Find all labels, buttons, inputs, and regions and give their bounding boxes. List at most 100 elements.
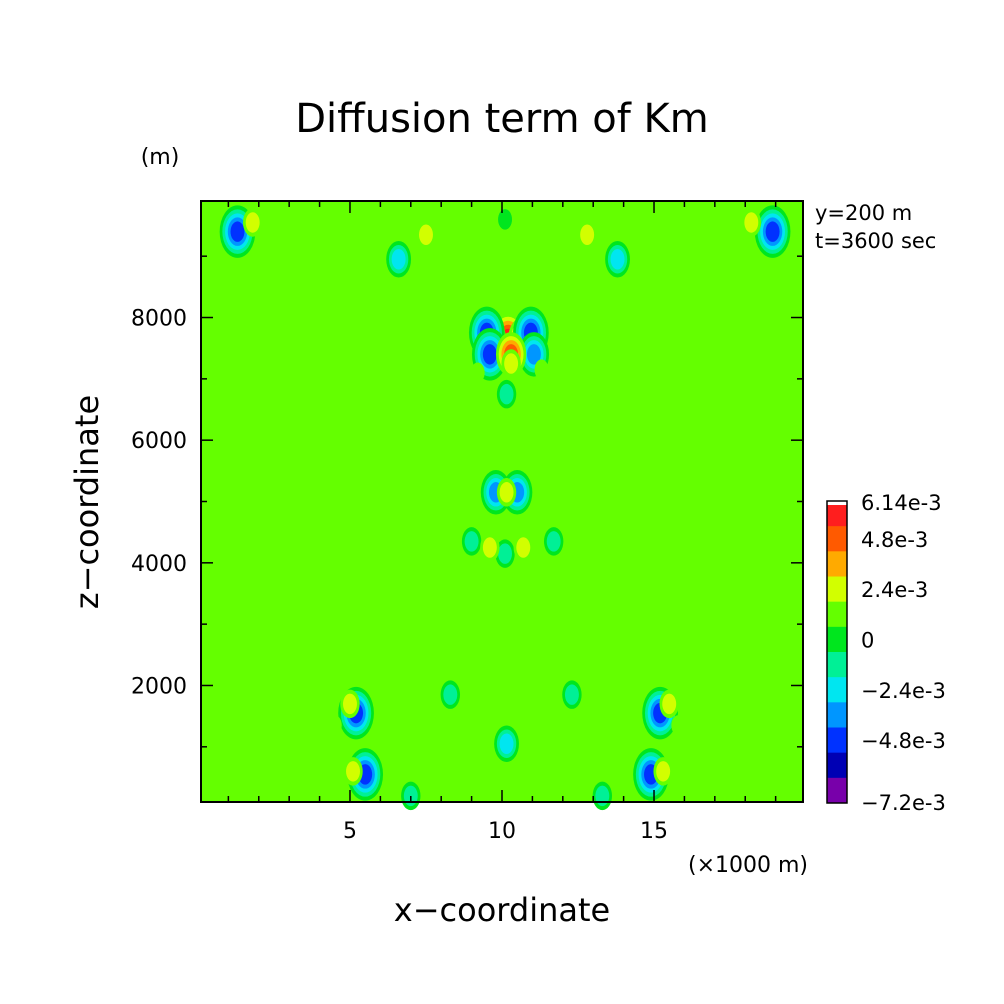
y-tick-label: 6000 — [131, 429, 187, 454]
y-axis-label: z−coordinate — [68, 395, 106, 609]
chart-title: Diffusion term of Km — [295, 96, 709, 142]
contour-features — [219, 205, 791, 811]
x-tick-label: 10 — [488, 819, 516, 844]
contour-feature — [494, 725, 519, 762]
contour-feature — [242, 208, 263, 237]
contour-band — [564, 684, 579, 705]
contour-band — [546, 531, 561, 552]
x-tick-label: 5 — [343, 819, 357, 844]
colorbar-swatch — [827, 777, 847, 804]
y-tick-labels: 2000 4000 6000 8000 — [131, 307, 187, 700]
colorbar-frame — [826, 500, 848, 804]
colorbar-swatch — [827, 576, 847, 603]
contour-band — [482, 537, 497, 558]
contour-band — [343, 693, 357, 715]
contour-band — [482, 344, 497, 365]
colorbar-swatch — [827, 652, 847, 678]
x-tick-labels: 5 10 15 — [343, 819, 668, 844]
info-line-1: y=200 m — [815, 201, 912, 225]
contour-band — [499, 733, 514, 754]
contour-band — [443, 684, 458, 705]
contour-band — [498, 209, 513, 230]
colorbar-min-label: −7.2e-3 — [861, 791, 946, 815]
colorbar-swatch — [827, 677, 847, 703]
contour-feature — [416, 220, 436, 249]
contour-feature — [386, 241, 412, 278]
contour-feature — [543, 527, 564, 556]
contour-band — [656, 761, 671, 782]
colorbar-swatch — [827, 727, 847, 754]
contour-band — [391, 249, 406, 270]
contour-band — [230, 221, 245, 242]
x-tick-label: 15 — [640, 819, 668, 844]
colorbar-label: −2.4e-3 — [861, 679, 946, 703]
contour-feature — [741, 208, 762, 237]
contour-band — [516, 537, 531, 558]
contour-feature — [562, 680, 582, 709]
colorbar-label: −4.8e-3 — [861, 729, 946, 753]
contour-feature — [496, 379, 517, 409]
contour-band — [403, 785, 418, 807]
contour-feature — [577, 220, 597, 249]
contour-band — [245, 212, 260, 233]
colorbar-label: 0 — [861, 628, 874, 652]
contour-feature — [653, 757, 673, 786]
contour-band — [662, 693, 677, 715]
colorbar-label: 4.8e-3 — [861, 528, 928, 552]
contour-feature — [534, 359, 549, 380]
contour-feature — [470, 362, 485, 383]
colorbar-swatch — [827, 702, 847, 728]
x-axis-unit: (×1000 m) — [688, 853, 808, 878]
contour-band — [671, 715, 686, 736]
contour-feature — [495, 539, 515, 568]
contour-feature — [340, 689, 360, 719]
contour-band — [744, 212, 759, 233]
contour-band — [504, 353, 519, 374]
contour-band — [610, 249, 625, 270]
contour-feature — [327, 715, 342, 736]
colorbar-swatch — [827, 626, 847, 653]
contour-feature — [671, 715, 686, 736]
contour-feature — [440, 680, 461, 709]
plot-frame — [200, 200, 804, 803]
contour-band — [470, 362, 485, 383]
y-tick-label: 8000 — [131, 307, 187, 332]
contour-band — [499, 383, 514, 405]
contour-band — [327, 715, 342, 736]
contour-feature — [605, 241, 630, 278]
contour-feature — [501, 349, 521, 378]
colorbar-cap — [827, 501, 847, 505]
colorbar-swatch — [827, 752, 847, 779]
contour-feature — [754, 205, 791, 258]
contour-band — [534, 359, 549, 380]
contour-band — [498, 543, 513, 564]
contour-feature — [343, 757, 363, 786]
contour-band — [580, 224, 595, 245]
contour-band — [346, 761, 360, 782]
colorbar-swatch — [827, 526, 847, 552]
contour-feature — [480, 533, 500, 562]
y-tick-label: 4000 — [131, 552, 187, 577]
plot-area — [200, 200, 804, 811]
contour-band — [464, 531, 479, 552]
contour-band — [595, 785, 610, 807]
contour-feature — [592, 781, 613, 811]
colorbar-swatches — [827, 501, 847, 804]
contour-band — [419, 224, 433, 245]
contour-band — [526, 344, 541, 365]
colorbar-max-label: 6.14e-3 — [861, 491, 942, 515]
contour-feature — [498, 209, 513, 230]
contour-band — [499, 482, 514, 503]
colorbar-label: 2.4e-3 — [861, 578, 928, 602]
colorbar: 6.14e-3 4.8e-3 2.4e-3 0 −2.4e-3 −4.8e-3 −7.2… — [826, 491, 946, 815]
colorbar-swatch — [827, 551, 847, 577]
contour-feature — [471, 328, 508, 381]
colorbar-labels: 4.8e-3 2.4e-3 0 −2.4e-3 −4.8e-3 — [861, 528, 946, 753]
y-tick-label: 2000 — [131, 674, 187, 699]
contour-feature — [496, 478, 517, 507]
contour-feature — [513, 533, 533, 562]
contour-band — [765, 221, 780, 242]
contour-feature — [401, 781, 421, 811]
colorbar-swatch — [827, 501, 847, 527]
